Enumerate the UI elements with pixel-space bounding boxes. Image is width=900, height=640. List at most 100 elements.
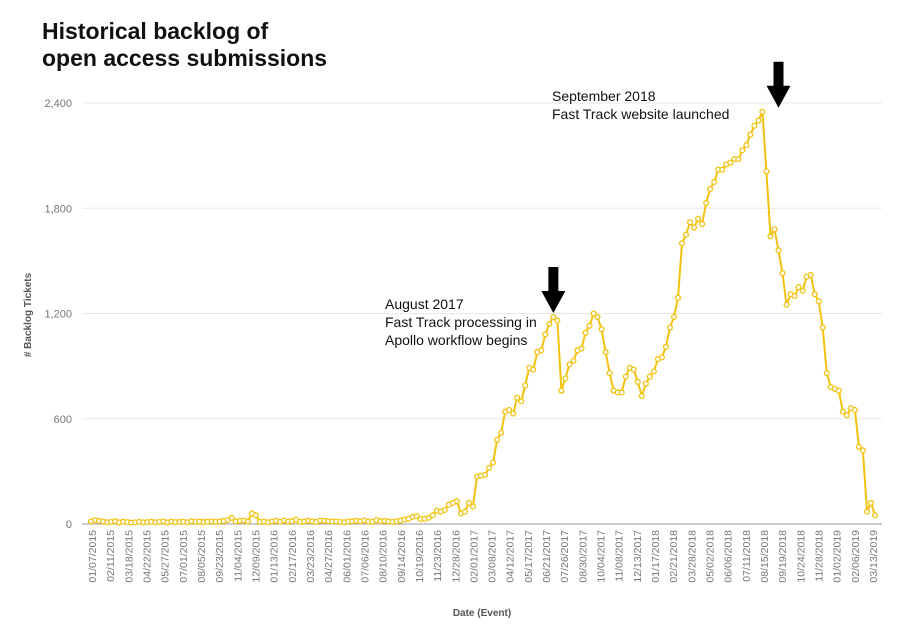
- data-point: [598, 326, 605, 333]
- data-point: [687, 219, 694, 226]
- x-tick-label: 01/13/2016: [269, 530, 281, 583]
- data-point: [594, 313, 601, 321]
- data-point: [498, 429, 505, 436]
- data-point: [682, 231, 690, 238]
- data-point: [719, 166, 726, 173]
- x-tick-label: 01/07/2015: [87, 530, 99, 583]
- y-tick-label: 2,400: [44, 98, 72, 110]
- x-tick-label: 03/18/2015: [123, 530, 135, 583]
- data-point: [743, 142, 750, 149]
- data-point: [763, 168, 770, 175]
- y-tick-label: 600: [54, 414, 72, 426]
- arrow-shaft: [773, 61, 784, 88]
- x-axis-label: Date (Event): [453, 608, 511, 619]
- x-tick-label: 02/11/2015: [105, 530, 117, 582]
- x-tick-label: 06/21/2017: [541, 530, 553, 583]
- data-point: [514, 394, 521, 401]
- x-tick-label: 12/13/2017: [632, 530, 644, 583]
- data-point: [711, 178, 718, 185]
- data-point: [735, 156, 742, 163]
- x-tick-label: 07/06/2016: [359, 530, 371, 583]
- x-tick-label: 12/28/2016: [450, 530, 462, 583]
- x-tick-label: 10/04/2017: [596, 530, 608, 583]
- data-point: [739, 147, 746, 154]
- x-tick-label: 01/02/2019: [832, 530, 844, 583]
- data-point: [703, 199, 710, 207]
- x-tick-label: 12/09/2015: [250, 530, 262, 583]
- data-point: [678, 240, 686, 247]
- data-point: [799, 287, 806, 294]
- annotation-text: Fast Track processing in: [385, 314, 537, 330]
- data-point: [485, 464, 493, 471]
- annotations: August 2017 Fast Track processing in Apoll…: [385, 61, 791, 348]
- data-point: [670, 313, 678, 321]
- data-point: [481, 471, 489, 478]
- data-point: [554, 317, 561, 324]
- x-tick-label: 02/01/2017: [468, 530, 480, 583]
- y-tick-label: 1,800: [44, 203, 72, 215]
- data-point: [469, 503, 476, 510]
- x-tick-label: 05/02/2018: [705, 530, 717, 583]
- annotation-text: Apollo workflow begins: [385, 332, 527, 348]
- data-point: [674, 294, 682, 301]
- x-tick-label: 11/23/2016: [432, 530, 444, 582]
- x-tick-label: 09/14/2016: [396, 530, 408, 583]
- x-tick-label: 03/28/2018: [686, 530, 698, 583]
- data-point: [863, 508, 871, 515]
- x-tick-label: 09/23/2015: [214, 530, 226, 583]
- data-point: [566, 361, 573, 368]
- data-point: [691, 224, 698, 231]
- data-point: [815, 298, 822, 305]
- data-point: [510, 410, 517, 417]
- x-tick-label: 07/11/2018: [741, 530, 753, 582]
- x-tick-label: 08/10/2016: [378, 530, 390, 583]
- data-point: [707, 185, 714, 193]
- data-point: [578, 345, 585, 352]
- x-tick-label: 03/13/2019: [868, 530, 880, 583]
- data-point: [413, 513, 420, 520]
- data-point: [783, 301, 790, 308]
- x-tick-label: 04/27/2016: [323, 530, 335, 583]
- data-point: [530, 366, 537, 373]
- data-point: [630, 366, 637, 373]
- data-point: [791, 292, 798, 300]
- x-tick-label: 03/08/2017: [487, 530, 499, 583]
- data-point: [755, 117, 762, 124]
- data-point: [867, 499, 875, 507]
- x-tick-label: 08/15/2018: [759, 530, 771, 583]
- data-point: [839, 408, 846, 415]
- data-point: [590, 310, 597, 317]
- annotation-text: September 2018: [552, 88, 656, 104]
- data-point: [602, 349, 609, 356]
- data-point: [490, 459, 497, 466]
- x-tick-label: 02/06/2019: [850, 530, 862, 583]
- x-tick-label: 01/17/2018: [650, 530, 662, 583]
- x-tick-label: 11/04/2015: [232, 530, 244, 582]
- data-point: [634, 378, 641, 385]
- data-point: [819, 324, 826, 331]
- x-axis-ticks: 01/07/2015 02/11/2015 03/18/2015 04/22/2015…: [87, 530, 880, 583]
- data-point: [727, 159, 734, 166]
- data-point: [562, 375, 569, 382]
- data-point: [851, 406, 858, 414]
- data-point: [747, 131, 754, 138]
- annotation-text: Fast Track website launched: [552, 106, 729, 122]
- data-point: [759, 108, 766, 115]
- x-tick-label: 09/19/2018: [777, 530, 789, 583]
- data-point: [807, 271, 814, 278]
- data-point: [650, 368, 657, 375]
- y-axis-ticks: 0 600 1,200 1,800 2,400: [44, 98, 72, 531]
- x-tick-label: 08/05/2015: [196, 530, 208, 583]
- x-tick-label: 06/06/2018: [723, 530, 735, 583]
- grid-lines: [82, 102, 882, 420]
- data-point: [546, 320, 553, 328]
- data-point: [811, 291, 818, 298]
- data-point: [771, 226, 778, 233]
- data-point: [646, 373, 653, 380]
- x-tick-label: 07/26/2017: [559, 530, 571, 583]
- data-point: [441, 506, 448, 514]
- data-point: [522, 382, 529, 389]
- data-point: [642, 380, 649, 387]
- x-tick-label: 05/27/2015: [160, 530, 172, 583]
- data-point: [244, 518, 251, 525]
